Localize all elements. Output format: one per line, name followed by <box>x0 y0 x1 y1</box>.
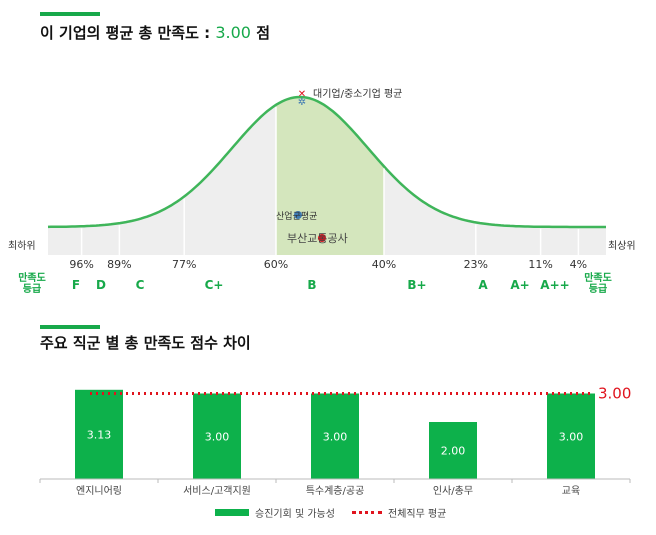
percentile-label: 4% <box>570 258 587 271</box>
band-base-7 <box>540 227 579 255</box>
band-base-6 <box>475 227 541 255</box>
percentile-label: 40% <box>372 258 396 271</box>
band-base-5 <box>384 227 476 255</box>
industry-average-dot <box>294 211 302 219</box>
grade-caption-line: 등급 <box>23 283 41 295</box>
percentile-labels: 96% 89% 77% 60% 40% 23% 11% 4% <box>69 258 587 271</box>
grade-label: B+ <box>407 278 426 292</box>
grade-label: F <box>72 278 80 292</box>
category-label: 엔지니어링 <box>76 485 122 497</box>
top-marker-x-icon: ✕ <box>298 89 306 100</box>
section2-title: 주요 직군 별 총 만족도 점수 차이 <box>40 334 251 352</box>
section2-accent-bar <box>40 325 100 329</box>
bar-chart-legend: 승진기회 및 가능성 전체직무 평균 <box>0 505 656 525</box>
bars: 3.13 3.00 3.00 2.00 3.00 <box>75 389 595 479</box>
grade-labels: F D C C+ B B+ A A+ A++ <box>72 278 570 292</box>
bar-value-label: 3.13 <box>87 428 112 441</box>
grade-caption-line: 등급 <box>589 283 607 295</box>
percentile-label: 11% <box>528 258 552 271</box>
bar <box>193 393 241 479</box>
section1-score: 3.00 <box>215 23 251 42</box>
section1-title: 이 기업의 평균 총 만족도 : 3.00 점 <box>40 22 270 43</box>
band-dividers <box>80 106 580 255</box>
bar-value-label: 3.00 <box>559 430 584 443</box>
bar <box>311 393 359 479</box>
band-base-4 <box>276 227 384 255</box>
band-3 <box>184 97 276 230</box>
grade-label: A <box>478 278 488 292</box>
category-label: 교육 <box>562 485 580 497</box>
legend-item-series: 승진기회 및 가능성 <box>215 505 335 520</box>
top-marker-star-icon: ✲ <box>298 97 306 108</box>
grade-label: C <box>136 278 145 292</box>
left-grade-caption: 만족도 등급 <box>18 271 46 295</box>
section1-accent-bar <box>40 12 100 16</box>
grade-label: C+ <box>205 278 224 292</box>
percentile-label: 77% <box>172 258 196 271</box>
grade-caption-line: 만족도 <box>584 271 612 284</box>
company-label: 부산교통공사 <box>287 232 348 245</box>
grade-caption-line: 만족도 <box>18 271 46 284</box>
x-tick-marks <box>39 479 631 483</box>
legend-series-label: 승진기회 및 가능성 <box>255 509 335 520</box>
percentile-label: 96% <box>69 258 93 271</box>
lowest-label: 최하위 <box>8 239 36 252</box>
band-base-8 <box>578 227 606 255</box>
category-label: 서비스/고객지원 <box>183 485 251 497</box>
highest-label: 최상위 <box>608 239 636 252</box>
grade-label: D <box>96 278 106 292</box>
legend-dotted-swatch <box>352 511 382 514</box>
legend-average-label: 전체직무 평균 <box>388 509 447 520</box>
grade-label: B <box>307 278 316 292</box>
bar <box>547 393 595 479</box>
bar <box>429 422 477 479</box>
bar-value-label: 3.00 <box>205 430 230 443</box>
category-labels: 엔지니어링 서비스/고객지원 특수계층/공공 인사/총무 교육 <box>76 485 580 497</box>
band-base-1 <box>81 227 120 255</box>
grade-label: A+ <box>510 278 529 292</box>
top-marker-label: 대기업/중소기업 평균 <box>313 87 402 100</box>
percentile-label: 23% <box>464 258 488 271</box>
company-dot <box>318 234 326 242</box>
legend-item-average: 전체직무 평균 <box>352 505 446 520</box>
bar-value-label: 2.00 <box>441 445 466 458</box>
grade-label: A++ <box>540 278 569 292</box>
job-group-bar-chart: 3.13 3.00 3.00 2.00 3.00 엔지니어링 서비스/고객지원 특수계층/공… <box>39 385 631 497</box>
distribution-curve <box>47 95 606 229</box>
bar-value-label: 3.00 <box>323 430 348 443</box>
percentile-label: 89% <box>107 258 131 271</box>
overall-average-label: 3.00 <box>598 385 631 403</box>
right-grade-caption: 만족도 등급 <box>584 271 612 295</box>
category-label: 특수계층/공공 <box>306 485 365 497</box>
band-base-0 <box>48 227 82 255</box>
satisfaction-distribution-chart: ✕ ✲ 대기업/중소기업 평균 산업군평균 부산교통공사 최하위 최상위 96%… <box>8 87 636 295</box>
bar <box>75 389 123 479</box>
legend-bar-swatch <box>215 509 249 516</box>
band-base-2 <box>119 227 185 255</box>
industry-average-label: 산업군평균 <box>276 211 317 222</box>
percentile-label: 60% <box>264 258 288 271</box>
band-2 <box>119 97 185 230</box>
section1-title-prefix: 이 기업의 평균 총 만족도 : <box>40 24 216 42</box>
category-label: 인사/총무 <box>433 485 473 497</box>
section1-title-suffix: 점 <box>250 24 270 42</box>
band-base-3 <box>184 227 276 255</box>
